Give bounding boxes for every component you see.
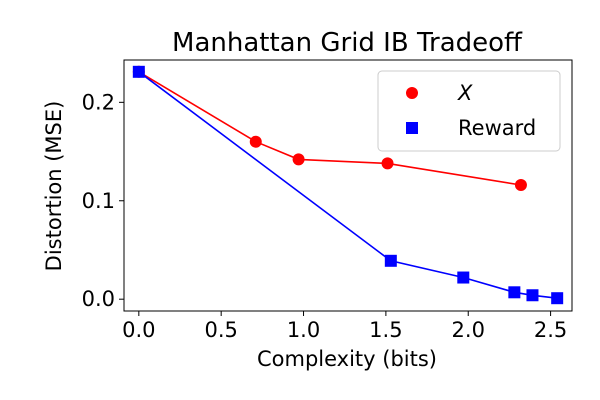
x-tick-label: 2.5: [534, 318, 567, 342]
chart-title: Manhattan Grid IB Tradeoff: [172, 28, 523, 58]
x-tick-label: 1.5: [369, 318, 402, 342]
data-point-x: [514, 179, 527, 192]
legend-marker-reward: [406, 122, 418, 134]
data-point-reward: [526, 289, 539, 302]
y-axis: 0.0 0.1 0.2: [82, 90, 124, 311]
y-tick-label: 0.2: [82, 90, 115, 114]
y-tick-label: 0.1: [82, 189, 115, 213]
data-point-reward: [457, 271, 470, 284]
data-point-x: [249, 135, 262, 148]
legend-box: [377, 70, 561, 152]
legend: X Reward: [377, 70, 561, 152]
plot-area: [123, 59, 573, 312]
plot-frame: [123, 59, 573, 312]
x-axis-label: Complexity (bits): [257, 347, 437, 371]
data-point-reward: [132, 65, 145, 78]
legend-label-x: X: [457, 81, 473, 105]
x-tick-label: 2.0: [452, 318, 485, 342]
data-point-x: [381, 157, 394, 170]
x-tick-label: 1.0: [287, 318, 320, 342]
x-tick-label: 0.5: [204, 318, 237, 342]
x-tick-label: 0.0: [122, 318, 155, 342]
legend-label-reward: Reward: [458, 116, 536, 140]
data-point-x: [292, 153, 305, 166]
data-point-reward: [508, 286, 521, 299]
data-point-reward: [384, 254, 397, 267]
series-layer: [132, 65, 564, 305]
y-tick-label: 0.0: [82, 287, 115, 311]
y-axis-label: Distortion (MSE): [42, 101, 66, 272]
x-axis: 0.0 0.5 1.0 1.5 2.0 2.5: [122, 311, 567, 342]
legend-marker-x: [406, 87, 418, 99]
data-point-reward: [551, 292, 564, 305]
